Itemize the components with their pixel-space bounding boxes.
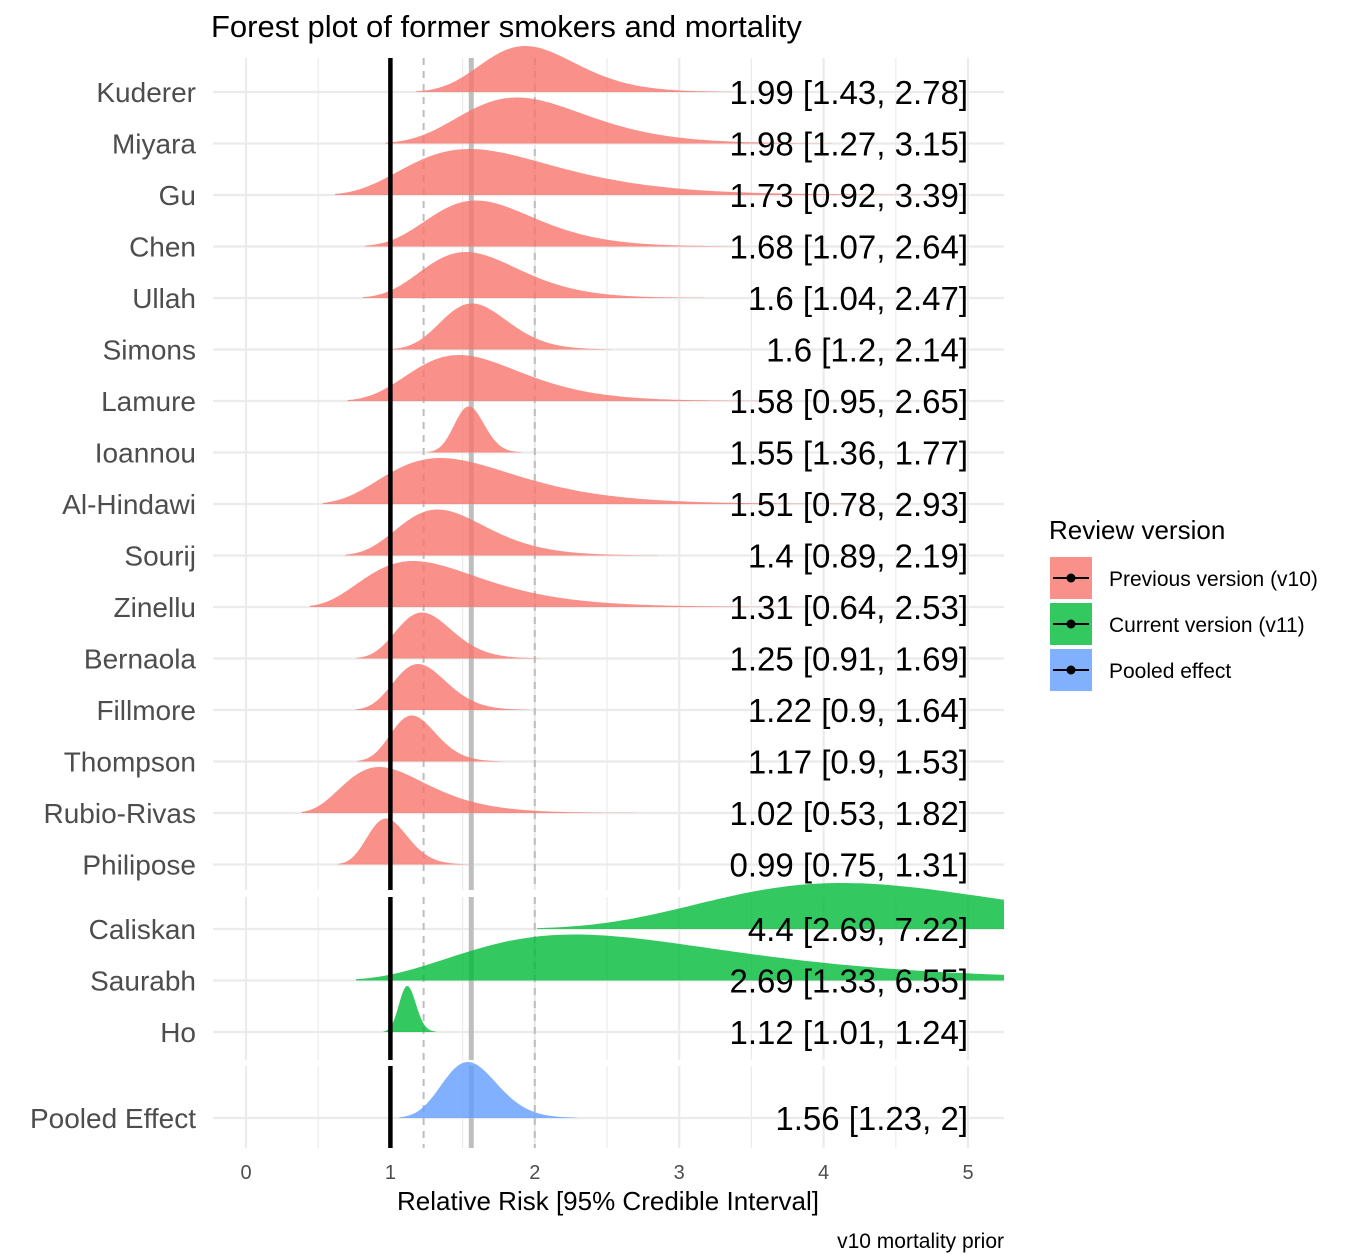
legend-item-pooled: Pooled effect (1050, 649, 1231, 691)
study-label-philipose: Philipose (82, 850, 196, 881)
density-zinellu (309, 561, 807, 607)
x-tick-label: 5 (962, 1162, 973, 1184)
density-ioannou (427, 406, 522, 453)
legend-item-current: Current version (v11) (1050, 603, 1305, 645)
estimate-label-fillmore: 1.22 [0.9, 1.64] (748, 692, 968, 729)
study-label-bernaola: Bernaola (84, 644, 197, 675)
x-tick-label: 3 (674, 1162, 685, 1184)
x-axis: 0 1 2 3 4 5 (240, 1162, 973, 1184)
plot-panels: Kuderer 1.99 [1.43, 2.78] Miyara 1.98 [1.27… (30, 46, 1004, 1148)
panel-pooled: Pooled Effect 1.56 [1.23, 2] (30, 1062, 1004, 1148)
estimate-label-rubio-rivas: 1.02 [0.53, 1.82] (729, 795, 968, 832)
x-tick-label: 4 (818, 1162, 829, 1184)
estimate-label-miyara: 1.98 [1.27, 3.15] (729, 126, 968, 163)
density-chen (364, 200, 742, 247)
density-saurabh (356, 934, 1004, 981)
study-label-thompson: Thompson (64, 747, 196, 778)
panel-previous: Kuderer 1.99 [1.43, 2.78] Miyara 1.98 [1.27… (44, 46, 1004, 890)
study-label-chen: Chen (129, 232, 196, 263)
estimate-label-ullah: 1.6 [1.04, 2.47] (748, 280, 968, 317)
estimate-label-caliskan: 4.4 [2.69, 7.22] (748, 911, 968, 948)
legend: Review version Previous version (v10) Cur… (1049, 515, 1318, 691)
legend-label-previous: Previous version (v10) (1109, 568, 1318, 591)
estimate-label-bernaola: 1.25 [0.91, 1.69] (729, 641, 968, 678)
estimate-label-simons: 1.6 [1.2, 2.14] (766, 332, 968, 369)
study-label-kuderer: Kuderer (96, 77, 196, 108)
study-label-ioannou: Ioannou (95, 438, 196, 469)
estimate-label-saurabh: 2.69 [1.33, 6.55] (729, 963, 968, 1000)
x-tick-label: 1 (385, 1162, 396, 1184)
x-tick-label: 0 (240, 1162, 251, 1184)
legend-point (1066, 573, 1076, 583)
study-label-pooled-effect: Pooled Effect (30, 1103, 196, 1134)
estimate-label-chen: 1.68 [1.07, 2.64] (729, 229, 968, 266)
estimate-label-pooled-effect: 1.56 [1.23, 2] (775, 1100, 968, 1137)
density-bernaola (356, 612, 541, 659)
x-tick-label: 2 (529, 1162, 540, 1184)
density-lamure (347, 355, 760, 401)
estimate-label-sourij: 1.4 [0.89, 2.19] (748, 538, 968, 575)
density-rubio-rivas (301, 767, 637, 813)
density-pooled-effect (399, 1062, 577, 1118)
chart-title: Forest plot of former smokers and mortal… (211, 9, 802, 44)
estimate-label-ho: 1.12 [1.01, 1.24] (729, 1014, 968, 1051)
density-simons (392, 303, 612, 350)
estimate-label-gu: 1.73 [0.92, 3.39] (729, 177, 968, 214)
study-label-ho: Ho (160, 1017, 196, 1048)
density-sourij (345, 509, 658, 556)
study-label-lamure: Lamure (101, 386, 196, 417)
study-label-rubio-rivas: Rubio-Rivas (44, 798, 197, 829)
estimate-label-ioannou: 1.55 [1.36, 1.77] (729, 435, 968, 472)
estimate-label-thompson: 1.17 [0.9, 1.53] (748, 744, 968, 781)
density-ho (383, 986, 437, 1032)
density-gu (335, 149, 947, 195)
estimate-label-kuderer: 1.99 [1.43, 2.78] (729, 74, 968, 111)
study-label-ullah: Ullah (132, 283, 196, 314)
legend-point (1066, 619, 1076, 629)
study-label-caliskan: Caliskan (89, 914, 196, 945)
estimate-label-al-hindawi: 1.51 [0.78, 2.93] (729, 486, 968, 523)
study-label-al-hindawi: Al-Hindawi (62, 489, 196, 520)
study-label-miyara: Miyara (112, 129, 196, 160)
legend-title: Review version (1049, 515, 1225, 545)
legend-label-pooled: Pooled effect (1109, 660, 1231, 683)
study-label-gu: Gu (159, 180, 196, 211)
density-al-hindawi (322, 458, 868, 504)
study-label-fillmore: Fillmore (96, 695, 196, 726)
study-label-sourij: Sourij (124, 541, 196, 572)
density-ullah (362, 252, 704, 298)
density-thompson (357, 715, 503, 762)
panel-current: Caliskan 4.4 [2.69, 7.22] Saurabh 2.69 [1.3… (89, 883, 1004, 1060)
density-fillmore (355, 664, 530, 710)
study-label-saurabh: Saurabh (90, 966, 196, 997)
density-miyara (385, 97, 833, 144)
legend-label-current: Current version (v11) (1109, 614, 1305, 637)
density-caliskan (537, 883, 1004, 929)
study-label-zinellu: Zinellu (114, 592, 196, 623)
chart-caption: v10 mortality prior (837, 1230, 1004, 1253)
legend-item-previous: Previous version (v10) (1050, 557, 1318, 599)
estimate-label-zinellu: 1.31 [0.64, 2.53] (729, 589, 968, 626)
estimate-label-lamure: 1.58 [0.95, 2.65] (729, 383, 968, 420)
x-axis-title: Relative Risk [95% Credible Interval] (397, 1186, 819, 1216)
density-kuderer (415, 46, 733, 92)
estimate-label-philipose: 0.99 [0.75, 1.31] (729, 847, 968, 884)
density-philipose (338, 818, 469, 865)
legend-point (1066, 665, 1076, 675)
study-label-simons: Simons (103, 335, 196, 366)
